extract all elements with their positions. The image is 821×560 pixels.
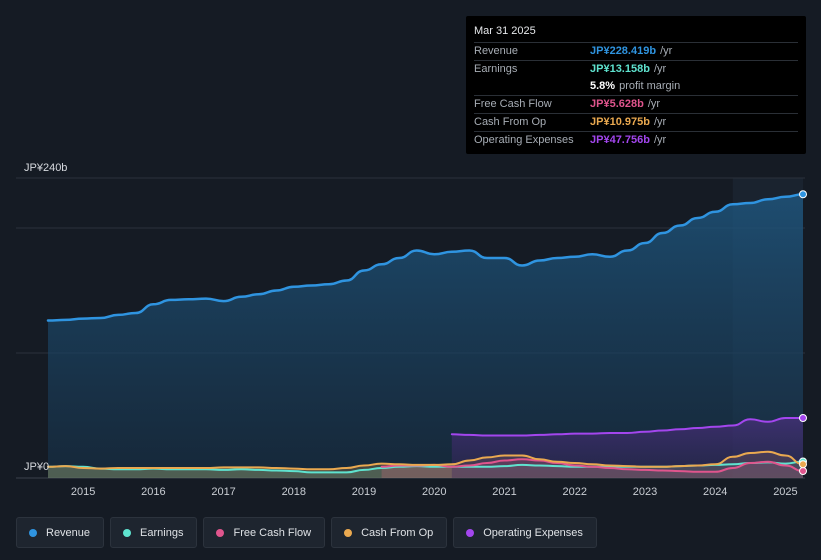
tooltip-row-unit: /yr xyxy=(653,116,667,128)
operating-expenses-line xyxy=(450,417,804,437)
free-cash-flow-endpoint xyxy=(799,467,807,475)
x-tick-label: 2021 xyxy=(492,486,516,498)
tooltip-row-value: JP¥5.628b xyxy=(590,98,644,110)
tooltip-row: Earnings JP¥13.158b/yr xyxy=(474,60,798,78)
legend-dot-icon xyxy=(216,528,225,537)
series-endpoints xyxy=(799,190,807,475)
tooltip-row-value: 5.8% xyxy=(590,80,616,92)
operating-expenses-area xyxy=(451,418,803,478)
tooltip-row-unit: /yr xyxy=(653,134,667,146)
x-axis-ticks: 2015 2016 2017 2018 2019 2020 2021 2022 2023 2024… xyxy=(71,486,798,498)
tooltip-row-label: Earnings xyxy=(474,63,518,75)
tooltip-row-label: Free Cash Flow xyxy=(474,98,552,110)
legend-label: Free Cash Flow xyxy=(233,526,312,539)
revenue-area xyxy=(48,194,803,479)
legend-item-cash-from-op[interactable]: Cash From Op xyxy=(331,517,448,548)
tooltip-row-label xyxy=(474,78,590,95)
tooltip-row: Cash From Op JP¥10.975b/yr xyxy=(474,113,798,131)
y-axis-label-top: JP¥240b xyxy=(24,162,67,174)
x-tick-label: 2019 xyxy=(352,486,376,498)
legend-dot-icon xyxy=(344,528,353,537)
series-lines xyxy=(46,193,805,474)
tooltip-row-label: Operating Expenses xyxy=(474,134,574,146)
x-tick-label: 2016 xyxy=(141,486,165,498)
legend-item-revenue[interactable]: Revenue xyxy=(16,517,105,548)
x-tick-label: 2020 xyxy=(422,486,446,498)
cash-from-op-line xyxy=(47,450,804,471)
x-tick-label: 2023 xyxy=(633,486,657,498)
x-tick-label: 2022 xyxy=(563,486,587,498)
tooltip-row-value: JP¥47.756b xyxy=(590,134,650,146)
legend-item-operating-expenses[interactable]: Operating Expenses xyxy=(453,517,597,548)
operating-expenses-endpoint xyxy=(799,414,807,422)
free-cash-flow-line xyxy=(380,458,804,473)
tooltip-row-unit: /yr xyxy=(647,98,661,110)
x-tick-label: 2025 xyxy=(773,486,797,498)
tooltip-row: Revenue JP¥228.419b/yr xyxy=(474,42,798,60)
tooltip-date: Mar 31 2025 xyxy=(474,25,536,37)
tooltip-row-value: JP¥228.419b xyxy=(590,45,657,57)
x-tick-label: 2015 xyxy=(71,486,95,498)
legend-item-earnings[interactable]: Earnings xyxy=(110,517,198,548)
legend-label: Operating Expenses xyxy=(483,526,583,539)
chart: 2015 2016 2017 2018 2019 2020 2021 2022 2023 2024… xyxy=(16,162,807,498)
tooltip-row: 5.8% profit margin xyxy=(474,78,798,95)
x-tick-label: 2017 xyxy=(211,486,235,498)
revenue-endpoint xyxy=(799,190,807,199)
legend-dot-icon xyxy=(466,528,475,537)
tooltip-row-unit: profit margin xyxy=(619,80,681,92)
legend-label: Revenue xyxy=(46,526,91,539)
tooltip-row: Operating Expenses JP¥47.756b/yr xyxy=(474,131,798,149)
x-tick-label: 2018 xyxy=(282,486,306,498)
tooltip-row-label: Cash From Op xyxy=(474,116,547,128)
series-areas xyxy=(48,194,803,479)
legend-label: Earnings xyxy=(140,526,184,539)
tooltip-row-value: JP¥10.975b xyxy=(590,116,650,128)
tooltip: Mar 31 2025 Revenue JP¥228.419b/yr Earning… xyxy=(466,16,806,154)
tooltip-row: Free Cash Flow JP¥5.628b/yr xyxy=(474,95,798,113)
legend-dot-icon xyxy=(29,528,37,537)
tooltip-row-unit: /yr xyxy=(660,45,673,57)
legend-item-free-cash-flow[interactable]: Free Cash Flow xyxy=(203,517,326,548)
legend-label: Cash From Op xyxy=(361,526,434,539)
x-tick-label: 2024 xyxy=(703,486,727,498)
legend-dot-icon xyxy=(123,528,132,537)
tooltip-row-unit: /yr xyxy=(653,63,667,75)
tooltip-row-value: JP¥13.158b xyxy=(590,63,650,75)
revenue-line xyxy=(46,193,805,322)
y-axis-label-bottom: JP¥0 xyxy=(24,461,49,473)
legend: Revenue Earnings Free Cash Flow Cash From O… xyxy=(16,517,597,548)
tooltip-row-label: Revenue xyxy=(474,45,519,57)
cash-from-op-endpoint xyxy=(799,460,807,469)
